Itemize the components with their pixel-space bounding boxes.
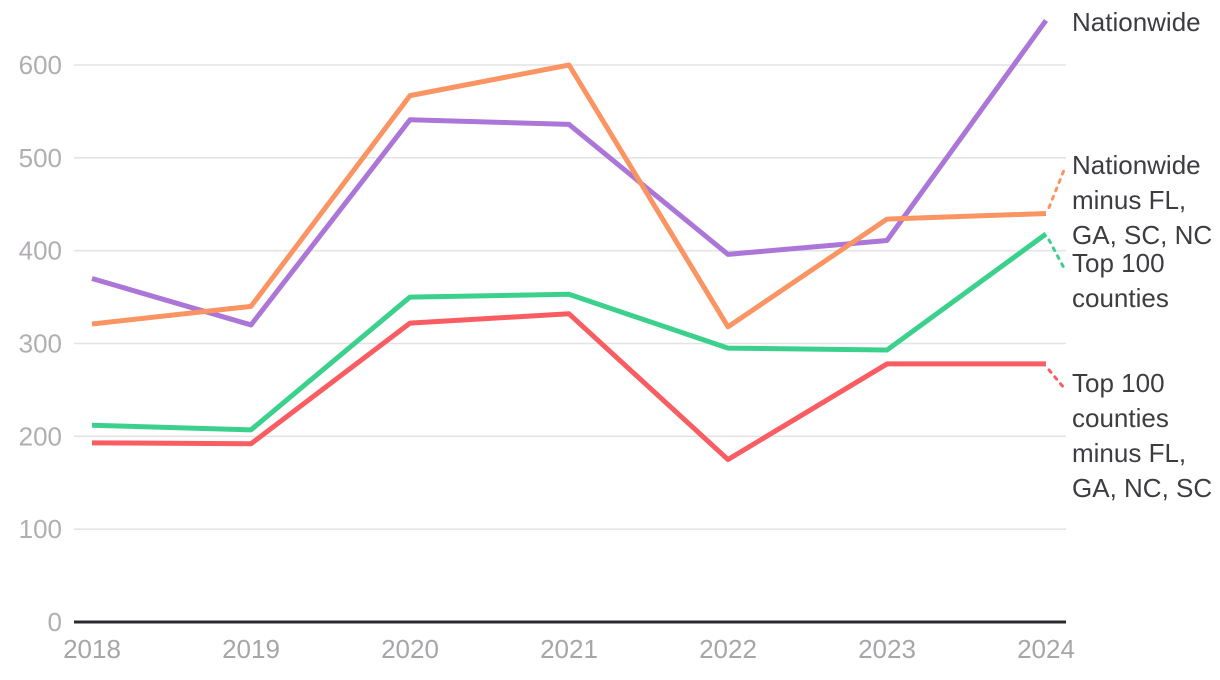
series-line-nationwide — [91, 18, 1049, 328]
series-label-top-100-counties-minus-fl-ga-nc-sc: Top 100 counties minus FL, GA, NC, SC — [1072, 366, 1212, 506]
y-tick-label-500: 500 — [19, 143, 62, 173]
x-tick-label-2024: 2024 — [1017, 634, 1075, 664]
series-line-nationwide-minus-fl-ga-sc-nc — [91, 62, 1047, 330]
series-label-line: Nationwide — [1072, 150, 1201, 180]
y-tick-label-400: 400 — [19, 236, 62, 266]
x-tick-label-2020: 2020 — [381, 634, 439, 664]
x-tick-label-2022: 2022 — [699, 634, 757, 664]
x-tick-label-2021: 2021 — [540, 634, 598, 664]
series-line-top-100-counties-minus-fl-ga-nc-sc — [91, 311, 1046, 463]
x-tick-label-2019: 2019 — [222, 634, 280, 664]
series-label-line: GA, SC, NC — [1072, 220, 1213, 250]
series-line-top-100-counties — [91, 231, 1048, 433]
series-label-line: counties — [1072, 403, 1169, 433]
y-tick-label-200: 200 — [19, 421, 62, 451]
series-label-line: GA, NC, SC — [1072, 473, 1213, 503]
leader-line-top-100-counties-minus-fl-ga-nc-sc — [1047, 368, 1066, 390]
series-label-line: Top 100 — [1072, 368, 1165, 398]
x-tick-label-2023: 2023 — [858, 634, 916, 664]
series-label-nationwide: Nationwide — [1072, 5, 1201, 40]
series-label-line: minus FL, — [1072, 185, 1187, 215]
series-label-nationwide-minus-fl-ga-sc-nc: Nationwide minus FL, GA, SC, NC — [1072, 148, 1212, 253]
series-label-top-100-counties: Top 100 counties — [1072, 246, 1169, 316]
series-label-line: minus FL, — [1072, 438, 1187, 468]
y-tick-label-100: 100 — [19, 514, 62, 544]
y-tick-label-0: 0 — [48, 607, 62, 637]
x-tick-label-2018: 2018 — [63, 634, 121, 664]
y-tick-label-300: 300 — [19, 329, 62, 359]
series-label-line: Nationwide — [1072, 7, 1201, 37]
series-label-line: counties — [1072, 283, 1169, 313]
series-label-line: Top 100 — [1072, 248, 1165, 278]
leader-line-nationwide-minus-fl-ga-sc-nc — [1047, 168, 1066, 210]
y-tick-label-600: 600 — [19, 50, 62, 80]
leader-line-top-100-counties — [1047, 238, 1066, 270]
